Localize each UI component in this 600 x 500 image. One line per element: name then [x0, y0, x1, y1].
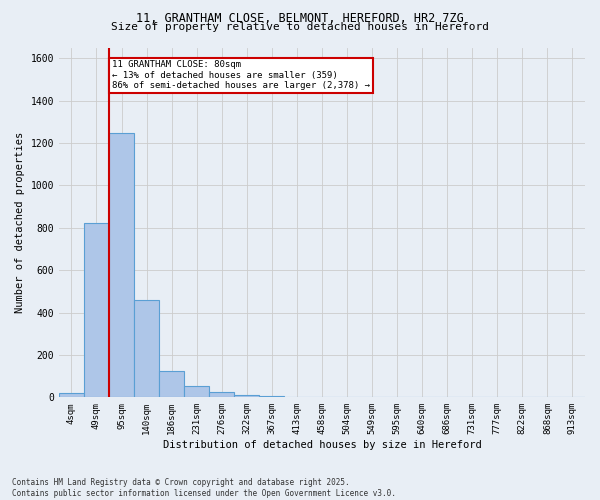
Bar — [184, 386, 209, 398]
Bar — [234, 395, 259, 398]
Bar — [259, 396, 284, 398]
Bar — [109, 134, 134, 398]
Text: Size of property relative to detached houses in Hereford: Size of property relative to detached ho… — [111, 22, 489, 32]
Text: 11, GRANTHAM CLOSE, BELMONT, HEREFORD, HR2 7ZG: 11, GRANTHAM CLOSE, BELMONT, HEREFORD, H… — [136, 12, 464, 26]
Bar — [209, 392, 234, 398]
X-axis label: Distribution of detached houses by size in Hereford: Distribution of detached houses by size … — [163, 440, 481, 450]
Bar — [134, 300, 159, 398]
Text: Contains HM Land Registry data © Crown copyright and database right 2025.
Contai: Contains HM Land Registry data © Crown c… — [12, 478, 396, 498]
Bar — [84, 224, 109, 398]
Text: 11 GRANTHAM CLOSE: 80sqm
← 13% of detached houses are smaller (359)
86% of semi-: 11 GRANTHAM CLOSE: 80sqm ← 13% of detach… — [112, 60, 370, 90]
Bar — [59, 392, 84, 398]
Bar — [159, 371, 184, 398]
Y-axis label: Number of detached properties: Number of detached properties — [15, 132, 25, 313]
